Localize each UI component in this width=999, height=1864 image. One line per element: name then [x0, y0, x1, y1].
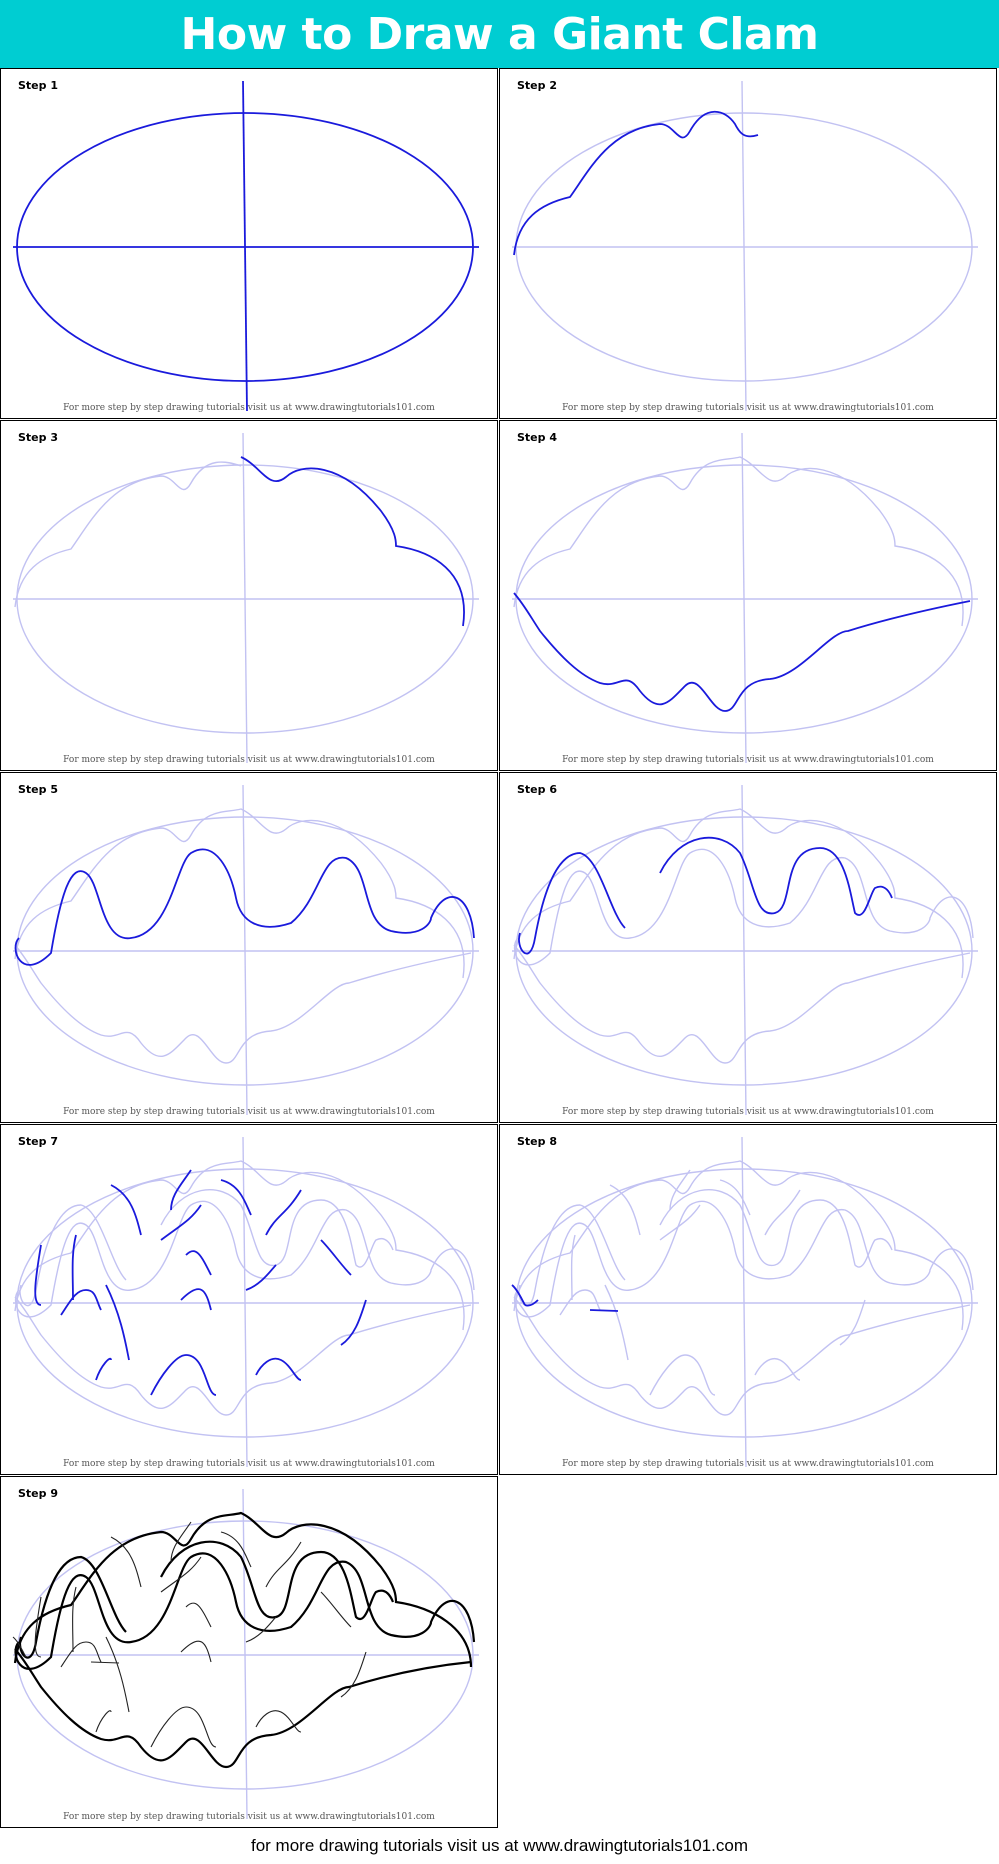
step-4-drawing: [512, 432, 978, 764]
credit-text: For more step by step drawing tutorials …: [562, 1459, 934, 1469]
credit-text: For more step by step drawing tutorials …: [562, 1107, 934, 1117]
step-panel-1: Step 1 For more step by step drawing tut…: [0, 68, 498, 419]
step-label: Step 6: [517, 783, 557, 796]
step-label: Step 9: [18, 1487, 58, 1500]
credit-text: For more step by step drawing tutorials …: [63, 1812, 435, 1822]
step-panel-9: Step 9 For more step by step drawing tut…: [0, 1476, 498, 1828]
step-label: Step 2: [517, 79, 557, 92]
credit-text: For more step by step drawing tutorials …: [562, 403, 934, 413]
step-7-drawing: [13, 1136, 479, 1468]
page-title: How to Draw a Giant Clam: [180, 9, 819, 60]
step-1-drawing: [13, 80, 479, 412]
step-panel-4: Step 4 For more step by step drawing tut…: [499, 420, 997, 771]
credit-text: For more step by step drawing tutorials …: [63, 1107, 435, 1117]
step-panel-8: Step 8 For more step by step drawing tut…: [499, 1124, 997, 1475]
step-label: Step 3: [18, 431, 58, 444]
step-2-drawing: [512, 80, 978, 412]
credit-text: For more step by step drawing tutorials …: [63, 1459, 435, 1469]
credit-text: For more step by step drawing tutorials …: [562, 755, 934, 765]
step-9-drawing: [12, 1488, 479, 1820]
step-label: Step 5: [18, 783, 58, 796]
step-5-drawing: [13, 784, 479, 1116]
credit-text: For more step by step drawing tutorials …: [63, 403, 435, 413]
step-panel-7: Step 7 For: [0, 1124, 498, 1475]
step-8-drawing: [511, 1136, 978, 1468]
credit-text: For more step by step drawing tutorials …: [63, 755, 435, 765]
step-panel-5: Step 5 For more step by step drawing tut…: [0, 772, 498, 1123]
step-3-drawing: [13, 432, 479, 764]
step-label: Step 1: [18, 79, 58, 92]
step-6-drawing: [512, 784, 978, 1116]
step-label: Step 4: [517, 431, 557, 444]
step-label: Step 7: [18, 1135, 58, 1148]
step-label: Step 8: [517, 1135, 557, 1148]
footer-text: for more drawing tutorials visit us at w…: [251, 1836, 748, 1855]
step-panel-3: Step 3 For more step by step drawing tut…: [0, 420, 498, 771]
title-banner: How to Draw a Giant Clam: [0, 0, 999, 68]
step-panel-6: Step 6 For more step by step drawing tut…: [499, 772, 997, 1123]
step-panel-2: Step 2 For more step by step drawing tut…: [499, 68, 997, 419]
